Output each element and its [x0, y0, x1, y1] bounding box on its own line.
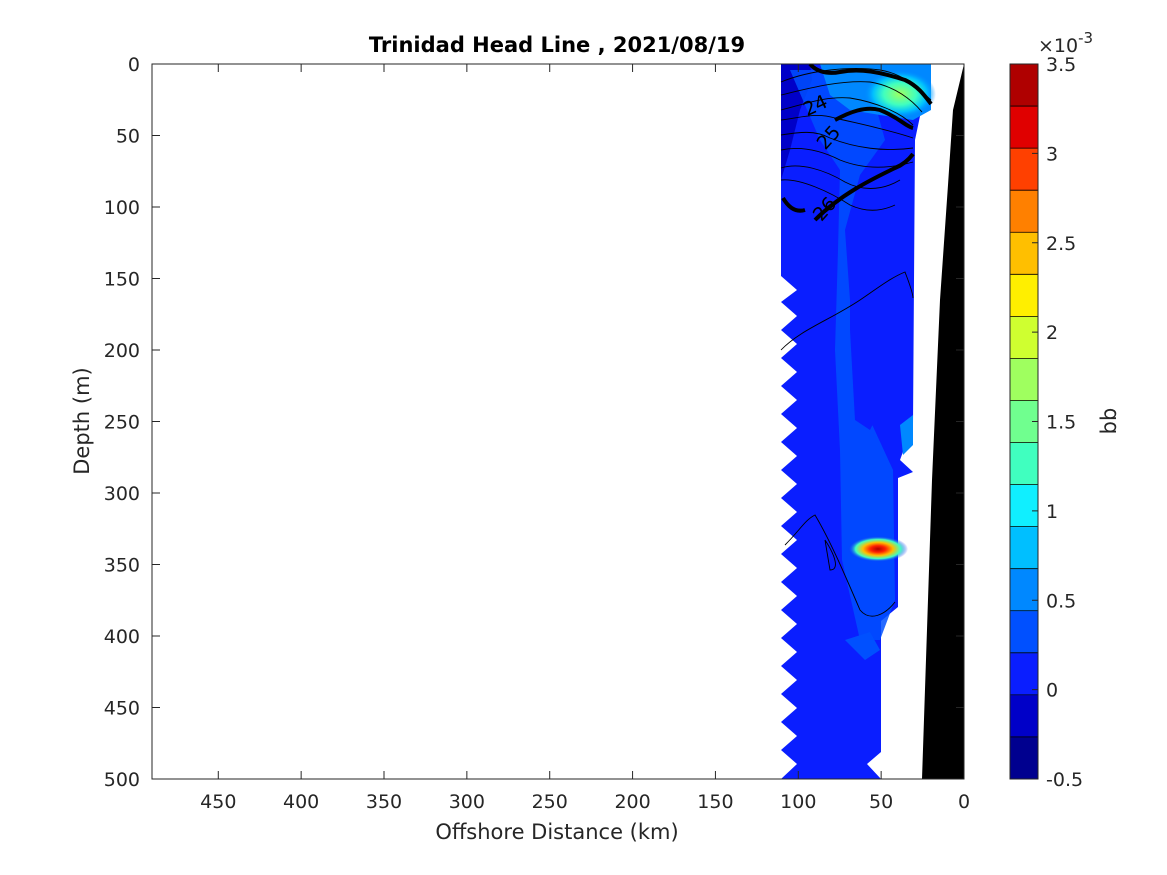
y-tick-label: 200: [104, 340, 140, 362]
lower-light-band: [845, 632, 880, 660]
colorbar-tick-label: 3.5: [1046, 54, 1076, 76]
colorbar-segment: [1010, 106, 1038, 149]
contour-26: [781, 196, 806, 213]
y-tick-label: 100: [104, 197, 140, 219]
thick-contours: [781, 64, 933, 222]
x-tick-label: 200: [614, 791, 650, 813]
contour-26b: [813, 152, 915, 222]
colorbar-tick-label: 2: [1046, 322, 1058, 344]
chart-title: Trinidad Head Line , 2021/08/19: [369, 33, 745, 57]
y-axis: 0 50 100 150 200 250 300 350 400 450 500: [104, 54, 964, 791]
subsurface-maximum: [848, 536, 908, 562]
colorbar-segment: [1010, 694, 1038, 738]
colorbar-exponent-base: ×10: [1038, 35, 1078, 57]
x-tick-label: 300: [449, 791, 485, 813]
y-tick-label: 450: [104, 698, 140, 720]
x-tick-label: 150: [697, 791, 733, 813]
colorbar-label: bb: [1097, 408, 1121, 435]
y-tick-label: 50: [116, 126, 140, 148]
colorbar-segment: [1010, 442, 1038, 486]
colorbar-exponent: ×10-3: [1038, 29, 1093, 57]
colorbar-tick-label: -0.5: [1046, 769, 1083, 791]
colorbar-segment: [1010, 148, 1038, 191]
colorbar-tick-label: 1.5: [1046, 412, 1076, 434]
contour-25: [834, 106, 914, 130]
colorbar-tick-label: 0: [1046, 680, 1058, 702]
x-axis: 450 400 350 300 250 200 150 100 50 0: [200, 64, 970, 813]
surface-maximum: [864, 70, 936, 118]
colorbar-segment: [1010, 274, 1038, 317]
colorbar-segment: [1010, 736, 1038, 780]
bathymetry: [922, 64, 964, 779]
y-tick-label: 250: [104, 412, 140, 434]
colorbar-tick-label: 1: [1046, 501, 1058, 523]
x-tick-label: 450: [200, 791, 236, 813]
colorbar-segment: [1010, 358, 1038, 401]
x-tick-label: 250: [532, 791, 568, 813]
core-blue: [850, 240, 885, 430]
colorbar-exponent-power: -3: [1078, 29, 1093, 47]
plot-area: 24 25 26: [152, 64, 964, 779]
colorbar-tick-label: 3: [1046, 143, 1058, 165]
y-tick-label: 350: [104, 555, 140, 577]
colorbar-segment: [1010, 316, 1038, 359]
y-axis-title: Depth (m): [70, 367, 94, 474]
colorbar-tick-label: 2.5: [1046, 233, 1076, 255]
y-tick-label: 400: [104, 626, 140, 648]
colorbar: -0.5 0 0.5 1 1.5 2 2.5 3 3.5: [1009, 54, 1083, 791]
x-tick-label: 400: [283, 791, 319, 813]
right-edge-light: [900, 415, 913, 455]
y-tick-label: 300: [104, 483, 140, 505]
x-axis-title: Offshore Distance (km): [435, 820, 678, 844]
colorbar-segment: [1010, 526, 1038, 570]
colorbar-segment: [1010, 484, 1038, 528]
y-tick-label: 500: [104, 769, 140, 791]
colorbar-segment: [1010, 232, 1038, 275]
y-tick-label: 150: [104, 269, 140, 291]
contour-24: [808, 64, 933, 106]
colorbar-segment: [1010, 652, 1038, 696]
colorbar-segment: [1010, 64, 1038, 107]
x-tick-label: 100: [780, 791, 816, 813]
x-tick-label: 0: [958, 791, 970, 813]
y-tick-label: 0: [128, 54, 140, 76]
x-tick-label: 50: [869, 791, 893, 813]
upper-mid-band: [790, 70, 895, 640]
colorbar-segment: [1010, 568, 1038, 612]
colorbar-tick-label: 0.5: [1046, 590, 1076, 612]
colorbar-segment: [1010, 190, 1038, 233]
colorbar-segment: [1010, 610, 1038, 654]
x-tick-label: 350: [366, 791, 402, 813]
